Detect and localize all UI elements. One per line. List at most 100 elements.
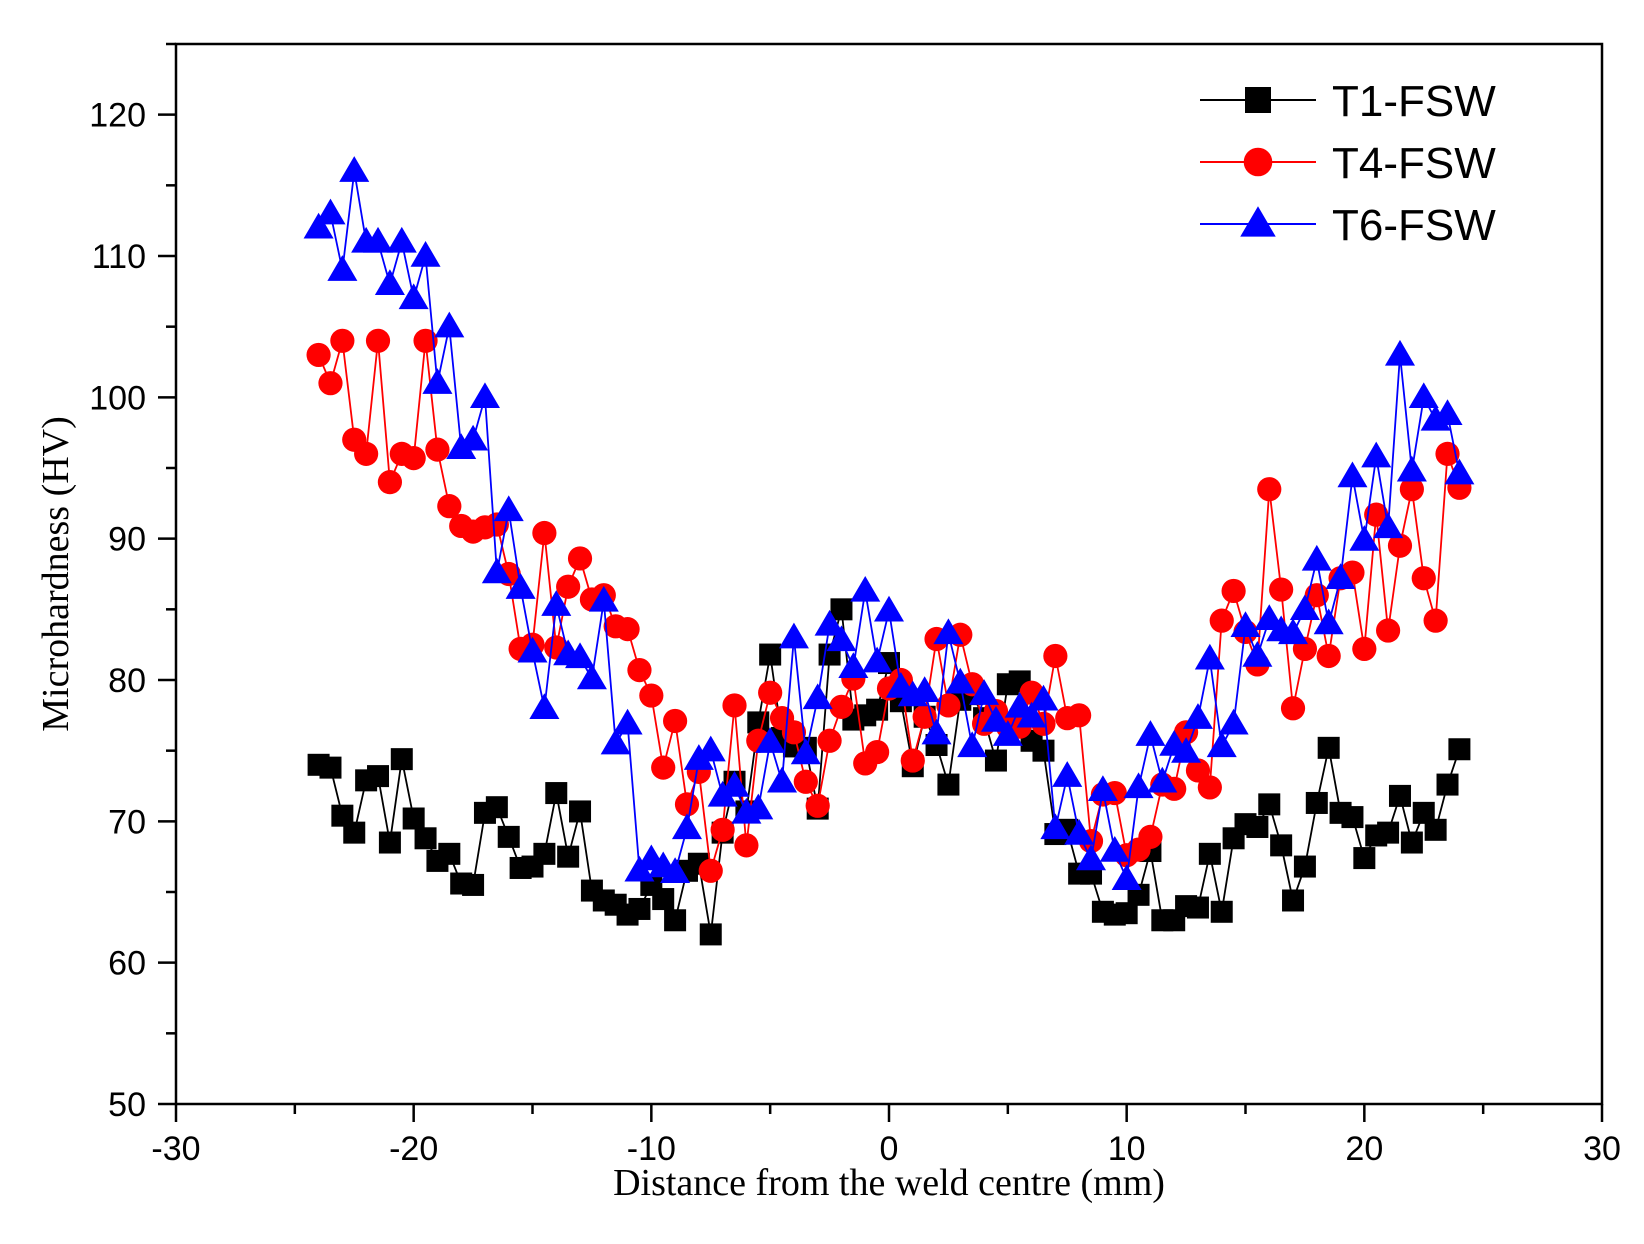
data-point bbox=[1138, 824, 1163, 849]
data-point bbox=[1043, 643, 1068, 669]
data-point bbox=[862, 646, 893, 673]
data-point bbox=[710, 817, 735, 842]
data-point bbox=[1384, 339, 1415, 366]
data-point bbox=[830, 598, 853, 621]
data-point bbox=[1067, 703, 1092, 728]
data-point bbox=[567, 546, 593, 571]
axis-ticks bbox=[158, 42, 1604, 1122]
data-point bbox=[374, 269, 405, 295]
data-point bbox=[722, 693, 747, 718]
data-point bbox=[1364, 502, 1389, 527]
data-point bbox=[413, 328, 438, 353]
data-point bbox=[569, 800, 592, 823]
data-point bbox=[330, 328, 355, 353]
data-point bbox=[1209, 608, 1234, 633]
data-point bbox=[1270, 834, 1293, 857]
data-point bbox=[1411, 566, 1436, 591]
data-point bbox=[1115, 902, 1138, 925]
data-point bbox=[319, 756, 342, 779]
data-point bbox=[363, 226, 394, 253]
data-point bbox=[790, 738, 821, 765]
data-point bbox=[377, 470, 402, 495]
data-point bbox=[651, 755, 676, 780]
data-point bbox=[781, 720, 807, 745]
data-point bbox=[1258, 793, 1281, 816]
data-point bbox=[1246, 815, 1269, 838]
data-point bbox=[533, 842, 556, 865]
data-point bbox=[1197, 775, 1222, 800]
data-point bbox=[652, 888, 675, 911]
data-point bbox=[437, 494, 462, 519]
data-point bbox=[1111, 864, 1142, 891]
data-point bbox=[410, 240, 441, 267]
data-point bbox=[937, 773, 960, 796]
data-point bbox=[695, 735, 726, 762]
data-point bbox=[615, 617, 640, 642]
data-point bbox=[1282, 889, 1305, 912]
y-tick-label: 70 bbox=[108, 803, 146, 841]
data-point bbox=[1305, 791, 1328, 814]
data-point bbox=[980, 705, 1011, 732]
legend-label: T6-FSW bbox=[1332, 201, 1496, 250]
data-point bbox=[1242, 640, 1273, 667]
data-point bbox=[1221, 578, 1246, 604]
y-tick-label: 80 bbox=[108, 662, 146, 700]
data-point bbox=[1016, 701, 1047, 728]
data-point bbox=[933, 618, 964, 645]
data-point bbox=[1185, 758, 1211, 783]
data-point bbox=[671, 813, 702, 840]
data-point bbox=[1123, 772, 1154, 799]
data-point bbox=[1396, 455, 1427, 482]
data-point bbox=[1361, 441, 1392, 468]
data-point bbox=[318, 371, 343, 396]
series-layer bbox=[303, 156, 1475, 946]
data-point bbox=[1424, 818, 1447, 841]
y-tick-label: 90 bbox=[108, 521, 146, 559]
data-point bbox=[354, 441, 379, 466]
data-point bbox=[576, 663, 607, 690]
data-point bbox=[1198, 842, 1221, 865]
legend-label: T4-FSW bbox=[1332, 139, 1496, 188]
legend-label: T1-FSW bbox=[1332, 77, 1496, 126]
data-point bbox=[529, 693, 560, 719]
data-point bbox=[434, 311, 465, 338]
data-point bbox=[969, 679, 1000, 705]
data-point bbox=[743, 793, 774, 820]
data-point bbox=[462, 873, 485, 896]
data-point bbox=[850, 575, 881, 602]
data-point bbox=[1444, 458, 1475, 485]
data-point bbox=[719, 770, 750, 797]
data-point bbox=[1337, 461, 1368, 488]
data-point bbox=[945, 667, 976, 694]
data-point bbox=[759, 643, 782, 666]
data-point bbox=[1052, 761, 1083, 787]
data-point bbox=[422, 368, 453, 394]
x-axis-title: Distance from the weld centre (mm) bbox=[613, 1162, 1165, 1204]
legend-item-t6-fsw: T6-FSW bbox=[1200, 201, 1496, 250]
data-point bbox=[936, 693, 961, 718]
data-point bbox=[802, 683, 833, 710]
x-tick-label: -10 bbox=[627, 1130, 676, 1168]
data-point bbox=[1230, 611, 1261, 638]
y-tick-label: 120 bbox=[89, 97, 146, 135]
data-point bbox=[588, 585, 619, 612]
data-point bbox=[517, 636, 548, 663]
data-point bbox=[660, 857, 691, 883]
data-point bbox=[734, 833, 759, 858]
data-point bbox=[1257, 477, 1282, 502]
data-point bbox=[1293, 855, 1316, 878]
data-point bbox=[1377, 821, 1400, 844]
data-point bbox=[1353, 847, 1376, 870]
data-point bbox=[1135, 720, 1166, 746]
data-point bbox=[699, 923, 722, 946]
data-point bbox=[628, 897, 651, 920]
data-point bbox=[458, 424, 489, 451]
data-point bbox=[1218, 708, 1249, 735]
data-point bbox=[758, 680, 783, 705]
data-point bbox=[1099, 835, 1130, 862]
data-point bbox=[1210, 900, 1233, 923]
x-tick-label: 20 bbox=[1345, 1130, 1383, 1168]
legend-item-t1-fsw: T1-FSW bbox=[1200, 77, 1496, 126]
data-point bbox=[541, 590, 572, 616]
data-point bbox=[1317, 736, 1340, 759]
